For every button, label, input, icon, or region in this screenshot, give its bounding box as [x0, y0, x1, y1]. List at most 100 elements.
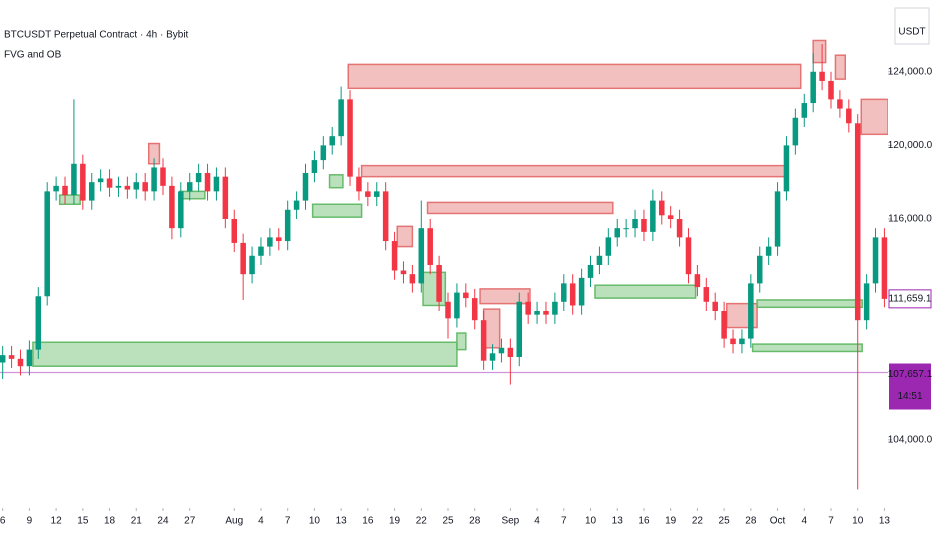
candle-body	[409, 274, 416, 284]
candle-body	[712, 301, 718, 311]
bullish-zone	[751, 343, 863, 353]
candle-body	[463, 292, 469, 299]
candle-body	[667, 215, 674, 219]
candle-body	[632, 218, 638, 229]
x-tick-label: 25	[719, 516, 731, 527]
candle-body	[445, 301, 451, 319]
bullish-zone	[594, 284, 697, 299]
x-tick-label: 28	[745, 516, 757, 527]
chart-title: BTCUSDT Perpetual Contract · 4h · Bybit	[4, 30, 189, 41]
candle-body	[587, 264, 594, 278]
x-tick-label: Sep	[501, 516, 519, 527]
candle-body	[195, 172, 202, 183]
x-tick-label: Aug	[225, 516, 243, 527]
candle-body	[80, 163, 86, 201]
x-tick-label: 18	[104, 516, 116, 527]
candle-body	[427, 228, 433, 265]
candle-body	[881, 237, 888, 299]
candle-body	[311, 160, 318, 173]
candle-body	[525, 301, 531, 315]
candle-body	[204, 172, 211, 192]
candle-body	[819, 71, 825, 81]
candle-body	[561, 283, 567, 302]
plot-area	[0, 39, 889, 490]
candle-body	[88, 182, 95, 201]
candle-body	[569, 283, 576, 306]
candle-body	[846, 108, 852, 124]
candle-body	[365, 191, 371, 197]
x-tick-label: 28	[469, 516, 481, 527]
bearish-zone	[347, 63, 802, 90]
candle-body	[26, 349, 33, 367]
candle-body	[774, 191, 781, 247]
price-axis	[888, 0, 932, 550]
bearish-zone	[860, 98, 889, 136]
candle-body	[320, 145, 327, 161]
candle-body	[650, 200, 656, 232]
x-tick-label: 7	[828, 516, 834, 527]
x-tick-label: 22	[692, 516, 704, 527]
x-tick-label: Oct	[770, 516, 786, 527]
candle-body	[186, 182, 193, 192]
candle-body	[267, 237, 273, 247]
candle-body	[685, 237, 692, 275]
candle-body	[373, 191, 380, 197]
bearish-zone	[426, 201, 614, 215]
candle-body	[44, 191, 50, 297]
y-tick-label: 116,000.0	[888, 214, 932, 225]
bullish-zone	[32, 341, 458, 367]
candle-body	[703, 287, 710, 302]
candle-body	[213, 176, 220, 192]
candle-body	[863, 283, 870, 321]
candle-body	[169, 185, 175, 229]
x-tick-label: 27	[184, 516, 196, 527]
bearish-zone	[396, 225, 414, 248]
candle-body	[498, 347, 505, 354]
currency-box	[894, 7, 930, 45]
candle-body	[676, 218, 683, 238]
price-line-box	[889, 363, 931, 410]
candle-body	[552, 301, 558, 315]
candle-body	[17, 358, 24, 367]
candle-body	[801, 103, 808, 118]
candle-body	[854, 123, 861, 321]
x-tick-label: 9	[27, 516, 33, 527]
candle-body	[240, 242, 246, 275]
candle-body	[543, 310, 549, 315]
candle-body	[694, 274, 701, 288]
bullish-zone	[756, 299, 863, 309]
x-tick-label: 13	[612, 516, 624, 527]
candle-body	[756, 255, 763, 284]
candle-body	[400, 270, 407, 275]
candle-body	[382, 191, 389, 242]
candle-body	[837, 99, 843, 109]
bullish-zone	[311, 203, 363, 218]
candle-body	[258, 246, 264, 256]
candle-body	[53, 185, 59, 192]
x-tick-label: 22	[416, 516, 428, 527]
bullish-zone	[422, 271, 447, 307]
x-tick-label: 4	[801, 516, 807, 527]
bullish-zone	[179, 190, 206, 200]
candle-body	[828, 80, 834, 100]
candle-body	[347, 99, 353, 177]
candle-body	[783, 145, 790, 192]
x-tick-label: 13	[879, 516, 891, 527]
candle-body	[810, 71, 816, 104]
candle-body	[596, 255, 603, 265]
axis-label: USDT	[898, 27, 925, 38]
x-tick-label: 13	[336, 516, 348, 527]
x-tick-label: 21	[131, 516, 143, 527]
candle-body	[338, 99, 344, 137]
candle-body	[480, 320, 487, 361]
candle-body	[35, 296, 42, 350]
x-tick-label: 16	[362, 516, 374, 527]
candle-body	[106, 178, 113, 188]
candle-body	[356, 176, 362, 192]
candle-body	[507, 347, 514, 357]
candle-body	[178, 191, 184, 229]
candle-body	[8, 355, 15, 359]
x-tick-label: 24	[157, 516, 169, 527]
candle-body	[765, 246, 772, 256]
candle-body	[748, 283, 754, 339]
